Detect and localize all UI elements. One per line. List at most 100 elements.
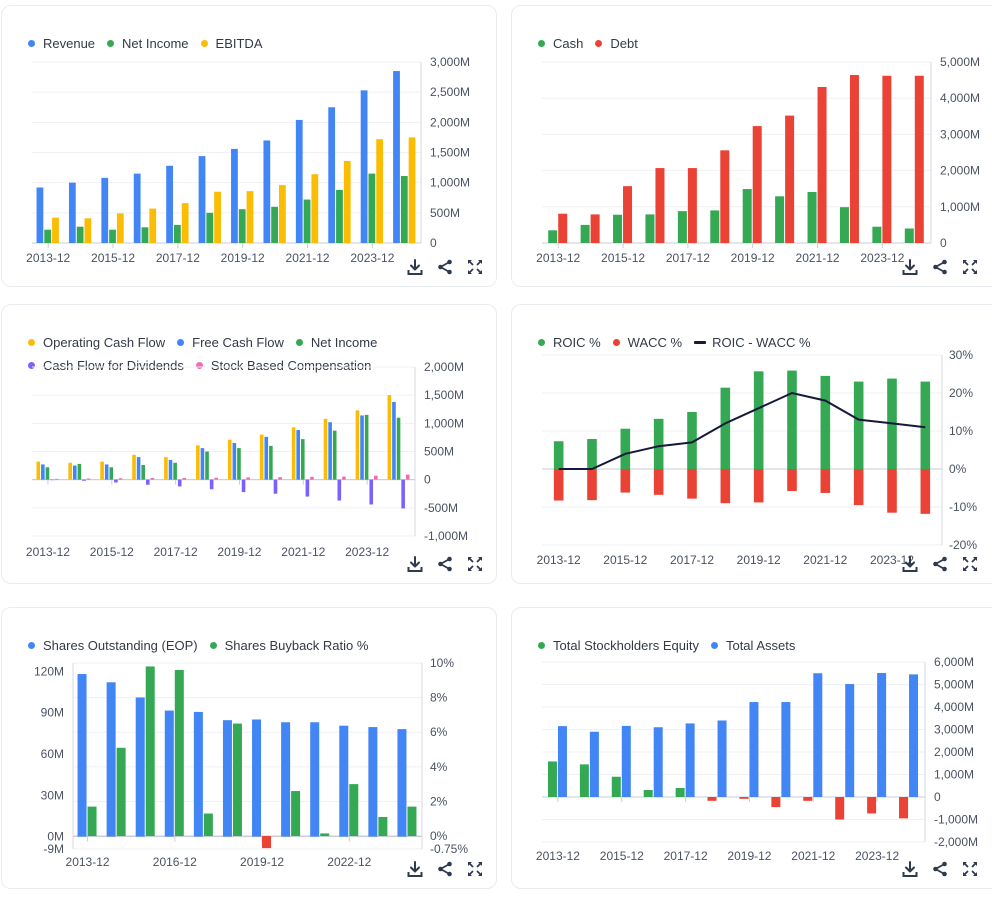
- legend-item[interactable]: Net Income: [295, 331, 377, 354]
- bar-debt[interactable]: [558, 213, 568, 243]
- bar-operating-cash-flow[interactable]: [355, 410, 360, 480]
- bar-net-income[interactable]: [44, 229, 52, 243]
- bar-total-assets[interactable]: [909, 674, 919, 797]
- bar-free-cash-flow[interactable]: [200, 448, 205, 480]
- bar-cash-flow-for-dividends[interactable]: [273, 479, 278, 494]
- bar-revenue[interactable]: [360, 90, 368, 244]
- bar-wacc[interactable]: [787, 469, 797, 492]
- legend-item[interactable]: Cash: [538, 32, 583, 55]
- bar-shares-outstanding-eop[interactable]: [368, 727, 378, 837]
- bar-revenue[interactable]: [393, 71, 400, 243]
- bar-roic[interactable]: [753, 371, 764, 469]
- bar-net-income[interactable]: [303, 199, 311, 243]
- bar-cash[interactable]: [677, 211, 687, 243]
- download-button[interactable]: [901, 555, 919, 573]
- bar-debt[interactable]: [817, 86, 827, 243]
- bar-free-cash-flow[interactable]: [296, 430, 300, 480]
- bar-net-income[interactable]: [238, 209, 246, 243]
- bar-stock-based-compensation[interactable]: [342, 476, 346, 480]
- bar-shares-buyback-ratio[interactable]: [262, 836, 272, 849]
- bar-roic[interactable]: [653, 418, 664, 469]
- bar-cash[interactable]: [775, 196, 785, 243]
- bar-cash-flow-for-dividends[interactable]: [369, 479, 374, 505]
- bar-net-income[interactable]: [173, 462, 177, 480]
- bar-total-assets[interactable]: [781, 702, 791, 797]
- bar-operating-cash-flow[interactable]: [36, 461, 41, 480]
- bar-shares-buyback-ratio[interactable]: [145, 666, 155, 837]
- legend-item[interactable]: EBITDA: [200, 32, 263, 55]
- bar-total-stockholders-equity[interactable]: [739, 797, 749, 799]
- fullscreen-button[interactable]: [961, 258, 979, 276]
- legend-item[interactable]: Total Stockholders Equity: [538, 634, 699, 657]
- fullscreen-button[interactable]: [466, 860, 484, 878]
- share-button[interactable]: [436, 258, 454, 276]
- bar-wacc[interactable]: [853, 469, 864, 506]
- legend-item[interactable]: Free Cash Flow: [177, 331, 284, 354]
- bar-ebitda[interactable]: [279, 185, 286, 243]
- bar-total-assets[interactable]: [653, 727, 663, 797]
- bar-cash[interactable]: [613, 214, 623, 243]
- fullscreen-button[interactable]: [961, 860, 979, 878]
- legend-item[interactable]: Stock Based Compensation: [195, 354, 371, 377]
- legend-item[interactable]: ROIC - WACC %: [694, 331, 811, 354]
- bar-revenue[interactable]: [231, 148, 238, 243]
- bar-cash-flow-for-dividends[interactable]: [241, 479, 246, 493]
- bar-roic[interactable]: [787, 370, 797, 469]
- bar-roic[interactable]: [920, 381, 931, 469]
- bar-total-stockholders-equity[interactable]: [675, 788, 685, 797]
- bar-shares-buyback-ratio[interactable]: [203, 813, 213, 837]
- bar-net-income[interactable]: [400, 176, 408, 243]
- bar-ebitda[interactable]: [52, 217, 59, 243]
- bar-debt[interactable]: [655, 168, 665, 243]
- bar-debt[interactable]: [590, 214, 600, 243]
- bar-free-cash-flow[interactable]: [168, 459, 173, 480]
- bar-net-income[interactable]: [396, 417, 401, 480]
- bar-cash-flow-for-dividends[interactable]: [401, 479, 405, 509]
- fullscreen-button[interactable]: [961, 555, 979, 573]
- bar-net-income[interactable]: [364, 414, 369, 480]
- bar-free-cash-flow[interactable]: [360, 415, 364, 480]
- bar-free-cash-flow[interactable]: [232, 443, 237, 480]
- line-roic-wacc-[interactable]: [558, 391, 926, 470]
- bar-cash[interactable]: [839, 207, 849, 243]
- bar-total-stockholders-equity[interactable]: [611, 776, 621, 797]
- legend-item[interactable]: WACC %: [612, 331, 682, 354]
- bar-net-income[interactable]: [77, 463, 82, 480]
- bar-cash[interactable]: [742, 189, 752, 243]
- share-button[interactable]: [436, 555, 454, 573]
- bar-wacc[interactable]: [687, 469, 697, 499]
- bar-shares-buyback-ratio[interactable]: [320, 833, 330, 837]
- bar-operating-cash-flow[interactable]: [387, 395, 392, 480]
- bar-net-income[interactable]: [368, 173, 376, 243]
- bar-operating-cash-flow[interactable]: [227, 439, 232, 480]
- download-button[interactable]: [406, 860, 424, 878]
- bar-shares-outstanding-eop[interactable]: [164, 710, 174, 837]
- bar-revenue[interactable]: [295, 119, 303, 243]
- bar-shares-outstanding-eop[interactable]: [77, 674, 87, 837]
- bar-debt[interactable]: [752, 126, 762, 243]
- download-button[interactable]: [901, 860, 919, 878]
- bar-shares-outstanding-eop[interactable]: [397, 729, 407, 837]
- bar-shares-buyback-ratio[interactable]: [291, 791, 301, 837]
- bar-operating-cash-flow[interactable]: [323, 418, 328, 480]
- bar-wacc[interactable]: [820, 469, 831, 493]
- legend-item[interactable]: Debt: [595, 32, 638, 55]
- bar-total-assets[interactable]: [717, 720, 727, 798]
- bar-cash[interactable]: [904, 228, 914, 243]
- bar-shares-outstanding-eop[interactable]: [281, 722, 291, 837]
- bar-shares-buyback-ratio[interactable]: [349, 784, 359, 837]
- bar-shares-outstanding-eop[interactable]: [310, 722, 320, 837]
- bar-ebitda[interactable]: [376, 139, 384, 243]
- bar-net-income[interactable]: [205, 451, 209, 480]
- bar-stock-based-compensation[interactable]: [214, 477, 219, 480]
- bar-wacc[interactable]: [587, 469, 597, 501]
- bar-total-assets[interactable]: [557, 726, 567, 797]
- bar-ebitda[interactable]: [408, 137, 416, 243]
- bar-total-stockholders-equity[interactable]: [547, 761, 557, 797]
- bar-shares-outstanding-eop[interactable]: [252, 719, 262, 837]
- bar-operating-cash-flow[interactable]: [259, 434, 264, 480]
- bar-shares-buyback-ratio[interactable]: [407, 806, 417, 837]
- fullscreen-button[interactable]: [466, 555, 484, 573]
- bar-shares-outstanding-eop[interactable]: [106, 682, 116, 837]
- bar-total-stockholders-equity[interactable]: [707, 797, 717, 801]
